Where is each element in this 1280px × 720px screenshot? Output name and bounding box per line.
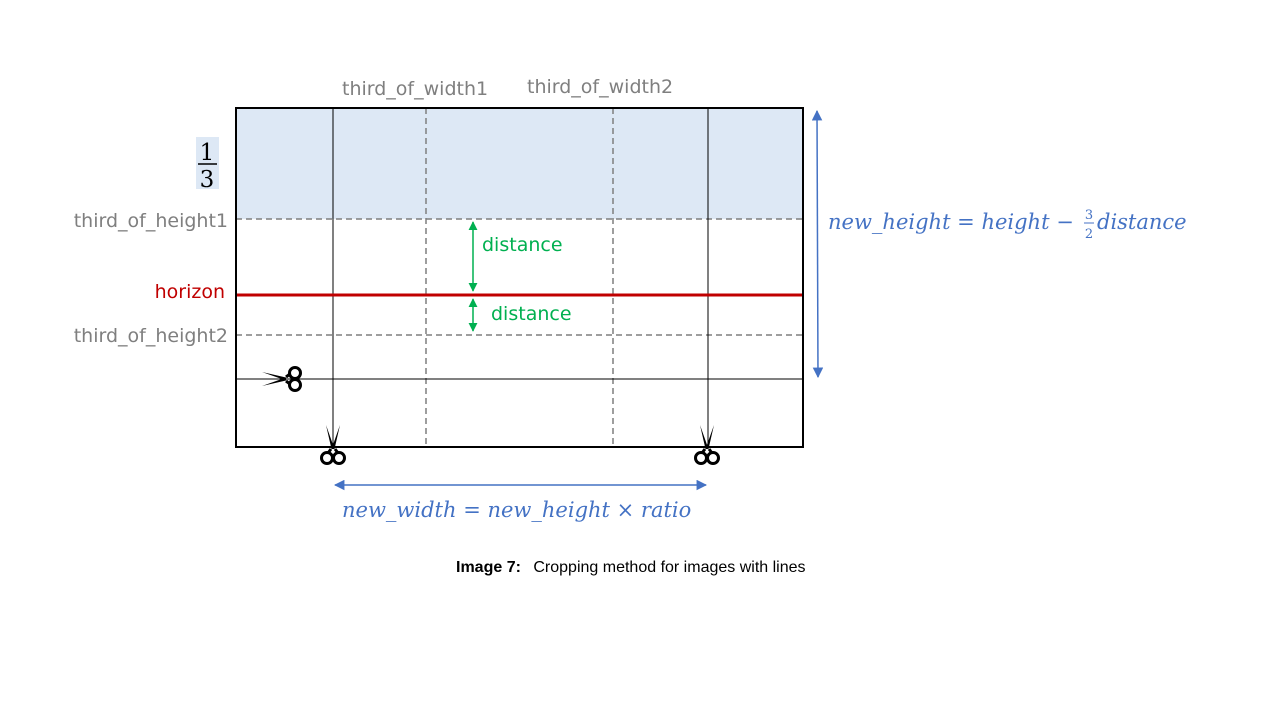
formula-new-height-num: 3 xyxy=(1085,208,1093,223)
scissors-icon-bottom-right xyxy=(694,423,720,465)
caption-bold: Image 7: xyxy=(456,559,521,576)
fraction-highlight xyxy=(196,137,219,189)
image-frame xyxy=(235,107,804,448)
formula-new-height-rhs: distance xyxy=(1097,210,1187,234)
formula-new-height-den: 2 xyxy=(1085,227,1093,242)
fraction-numerator: 1 xyxy=(200,140,215,166)
formula-new-height-lhs: new_height = height − xyxy=(828,210,1074,234)
new-height-arrow xyxy=(811,109,824,379)
label-third-of-width1: third_of_width1 xyxy=(342,78,488,100)
fraction-denominator: 3 xyxy=(200,167,215,193)
label-third-of-width2: third_of_width2 xyxy=(527,76,673,98)
label-third-of-height1: third_of_height1 xyxy=(74,210,228,232)
caption-text: Cropping method for images with lines xyxy=(533,559,805,576)
label-distance-lower: distance xyxy=(491,303,572,325)
label-distance-upper: distance xyxy=(482,234,563,256)
label-horizon: horizon xyxy=(155,281,225,303)
formula-new-width: new_width = new_height × ratio xyxy=(342,498,691,522)
label-third-of-height2: third_of_height2 xyxy=(74,325,228,347)
caption: Image 7: Cropping method for images with… xyxy=(456,559,806,576)
top-third-highlight xyxy=(236,108,803,219)
